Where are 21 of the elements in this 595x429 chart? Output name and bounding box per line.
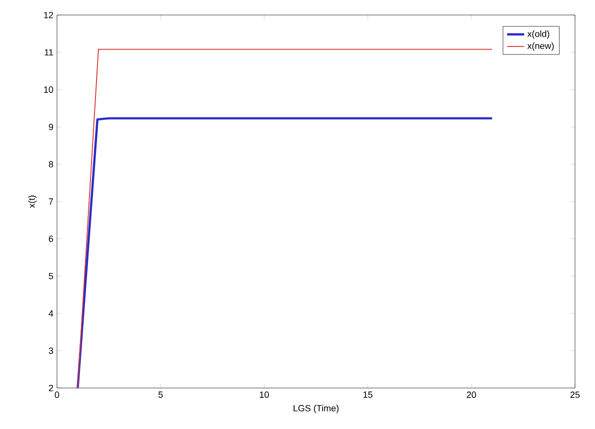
y-tick-label: 12 bbox=[44, 12, 54, 18]
x-axis-title: LGS (Time) bbox=[294, 404, 339, 414]
x-tick-label: 5 bbox=[158, 392, 163, 398]
x-tick-label: 20 bbox=[466, 392, 476, 398]
y-tick-label: 6 bbox=[48, 236, 54, 242]
y-tick-label: 11 bbox=[44, 49, 54, 56]
y-axis-title: x(t) bbox=[28, 196, 37, 208]
y-tick-label: 8 bbox=[48, 161, 54, 168]
x-tick-label: 15 bbox=[363, 392, 372, 398]
y-tick-label: 4 bbox=[48, 310, 54, 316]
legend-label: x(old) bbox=[527, 30, 550, 39]
y-tick-label: 7 bbox=[48, 198, 54, 205]
y-tick-label: 9 bbox=[48, 124, 54, 130]
x-tick-label: 10 bbox=[260, 392, 269, 398]
y-tick-label: 10 bbox=[44, 86, 54, 93]
x-tick-label: 0 bbox=[54, 392, 60, 398]
y-tick-label: 5 bbox=[48, 272, 54, 280]
y-tick-label: 3 bbox=[48, 348, 54, 354]
y-tick-label: 2 bbox=[48, 384, 54, 392]
x-tick-label: 25 bbox=[570, 392, 580, 398]
legend-label: x(new) bbox=[527, 42, 554, 51]
